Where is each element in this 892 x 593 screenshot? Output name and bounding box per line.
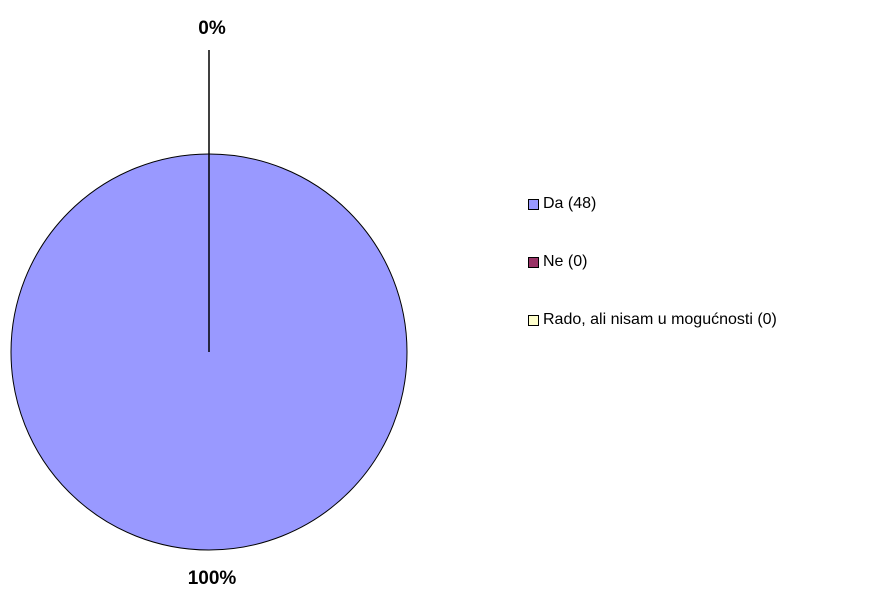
legend-item-ne: Ne (0) (528, 249, 777, 275)
legend-swatch-rado (528, 314, 539, 326)
legend-label-ne: Ne (0) (543, 253, 588, 270)
legend-label-da: Da (48) (543, 195, 597, 212)
slice-label-ne: 0% (198, 18, 226, 39)
legend: Da (48) Ne (0) Rado, ali nisam u mogućno… (528, 191, 777, 365)
legend-item-da: Da (48) (528, 191, 777, 217)
legend-label-rado: Rado, ali nisam u mogućnosti (0) (543, 311, 777, 328)
legend-swatch-da (528, 198, 539, 210)
legend-item-rado: Rado, ali nisam u mogućnosti (0) (528, 307, 777, 333)
slice-label-da: 100% (188, 568, 237, 589)
legend-swatch-ne (528, 256, 539, 268)
